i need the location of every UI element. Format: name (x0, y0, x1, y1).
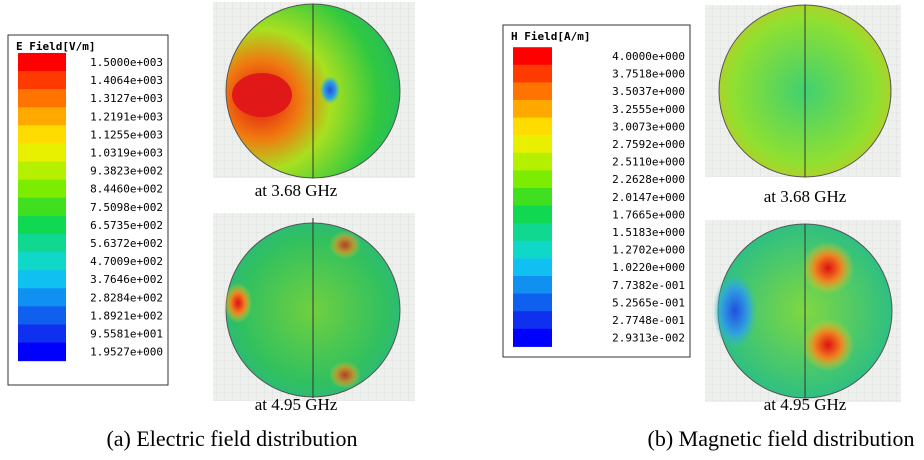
legend-label: 1.1255e+003 (90, 128, 163, 141)
legend-swatch (18, 288, 66, 307)
plot-caption: at 3.68 GHz (255, 181, 338, 200)
legend-label: 8.4460e+002 (90, 183, 163, 196)
legend-title: E Field[V/m] (16, 40, 95, 53)
legend-label: 2.7592e+000 (612, 138, 685, 151)
plot-caption: at 4.95 GHz (764, 395, 847, 414)
coldspot (320, 76, 340, 104)
hotspot (224, 283, 252, 323)
legend-swatch (513, 311, 552, 330)
legend-label: 1.5000e+003 (90, 56, 163, 69)
legend-swatch (513, 205, 552, 224)
legend-label: 3.5037e+000 (612, 85, 685, 98)
legend-swatch (513, 100, 552, 119)
coldspot (713, 273, 757, 349)
legend-label: 3.7646e+002 (90, 273, 163, 286)
legend-swatch (18, 306, 66, 325)
legend-swatch (513, 328, 552, 347)
legend-label: 2.0147e+000 (612, 191, 685, 204)
legend-swatch (513, 82, 552, 101)
legend-swatch (513, 117, 552, 136)
legend-swatch (18, 125, 66, 144)
legend-swatch (18, 215, 66, 235)
legend-label: 1.7665e+000 (612, 208, 685, 221)
legend-title: H Field[A/m] (511, 30, 590, 43)
legend-swatch (513, 276, 552, 295)
legend-swatch (18, 233, 66, 253)
legend-swatch (18, 324, 66, 344)
legend-swatch (18, 270, 66, 289)
legend-swatch (513, 135, 552, 154)
legend-label: 4.7009e+002 (90, 255, 163, 268)
legend-label: 1.2191e+003 (90, 110, 163, 123)
legend-swatch (18, 89, 66, 108)
legend-label: 5.6372e+002 (90, 237, 163, 250)
legend-swatch (513, 258, 552, 277)
legend-label: 3.2555e+000 (612, 103, 685, 116)
legend-label: 2.5110e+000 (612, 156, 685, 169)
legend-label: 9.3823e+002 (90, 165, 163, 178)
legend-label: 9.5581e+001 (90, 328, 163, 341)
legend-label: 1.0220e+000 (612, 261, 685, 274)
hotspot (802, 242, 854, 294)
legend-label: 6.5735e+002 (90, 219, 163, 232)
legend-swatch (513, 293, 552, 312)
legend-label: 1.4064e+003 (90, 74, 163, 87)
hotspot (329, 361, 361, 389)
legend-swatch (18, 107, 66, 126)
legend-swatch (513, 64, 552, 83)
field-plots (213, 2, 901, 402)
plot-caption: at 4.95 GHz (255, 395, 338, 414)
legend-swatch (513, 240, 552, 259)
legend-swatch (513, 188, 552, 207)
legend-swatch (18, 342, 66, 362)
legend-label: 1.8921e+002 (90, 309, 163, 322)
legend-label: 2.8284e+002 (90, 291, 163, 304)
legend-swatch (18, 161, 66, 181)
hotspot (232, 73, 292, 117)
legend-label: 2.9313e-002 (612, 332, 685, 345)
panel-caption: (b) Magnetic field distribution (648, 426, 915, 451)
legend-label: 2.7748e-001 (612, 314, 685, 327)
legend-label: 1.0319e+003 (90, 147, 163, 160)
legend-swatch (18, 71, 66, 90)
legend-swatch (18, 197, 66, 217)
legend-label: 1.2702e+000 (612, 244, 685, 257)
legend-swatch (513, 152, 552, 171)
panel-caption: (a) Electric field distribution (106, 426, 357, 451)
legend-label: 1.5183e+000 (612, 226, 685, 239)
legend-label: 2.2628e+000 (612, 173, 685, 186)
legend-label: 1.3127e+003 (90, 92, 163, 105)
legend-swatch (18, 52, 66, 72)
legend-label: 4.0000e+000 (612, 50, 685, 63)
legend-label: 5.2565e-001 (612, 296, 685, 309)
legend-swatch (513, 170, 552, 189)
legend-label: 7.7382e-001 (612, 279, 685, 292)
legend-swatch (513, 47, 552, 66)
legend-swatch (513, 223, 552, 242)
hotspot (802, 319, 854, 371)
hotspot (329, 231, 361, 259)
legend-label: 1.9527e+000 (90, 346, 163, 359)
legend-swatch (18, 252, 66, 271)
legend-label: 3.0073e+000 (612, 120, 685, 133)
legend-swatch (18, 179, 66, 199)
legend-label: 3.7518e+000 (612, 68, 685, 81)
legend-swatch (18, 143, 66, 163)
plot-caption: at 3.68 GHz (764, 187, 847, 206)
legend-label: 7.5098e+002 (90, 201, 163, 214)
